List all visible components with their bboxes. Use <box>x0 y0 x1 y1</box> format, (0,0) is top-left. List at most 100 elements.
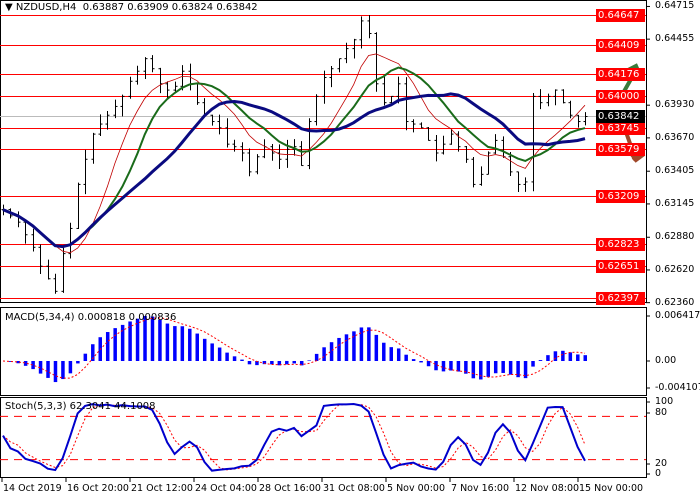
macd-histogram-bar <box>285 361 289 365</box>
macd-histogram-bar <box>143 316 147 361</box>
macd-histogram-bar <box>232 356 237 361</box>
macd-histogram-bar <box>553 351 558 361</box>
price-tick-label: 0.63405 <box>655 165 695 177</box>
macd-histogram-bar <box>583 355 587 361</box>
macd-histogram-bar <box>16 361 20 364</box>
symbol-name: NZDUSD,H4 <box>15 2 77 13</box>
macd-histogram-bar <box>508 361 513 375</box>
macd-histogram-bar <box>128 321 132 361</box>
price-tick-label: 0.62880 <box>655 231 695 243</box>
ohlc-values: 0.63887 0.63909 0.63824 0.63842 <box>82 2 258 13</box>
ma-green-line <box>2 66 586 248</box>
price-tick-label: 0.63930 <box>655 99 695 111</box>
macd-histogram-bar <box>150 316 155 361</box>
current-price-label: 0.63842 <box>596 109 645 123</box>
macd-histogram-bar <box>307 360 311 361</box>
macd-histogram-bar <box>486 361 490 377</box>
macd-histogram-bar <box>374 334 379 361</box>
level-label: 0.62651 <box>596 259 645 273</box>
macd-histogram-bar <box>337 337 341 361</box>
macd-histogram-bar <box>329 342 334 361</box>
macd-histogram-bar <box>434 361 438 371</box>
macd-histogram-bar <box>255 361 259 366</box>
stoch-panel-frame <box>0 397 647 478</box>
macd-histogram-bar <box>479 361 483 380</box>
macd-histogram-bar <box>352 331 356 361</box>
macd-histogram-bar <box>441 361 446 372</box>
macd-signal-line <box>2 317 586 379</box>
price-tick-label: 0.63145 <box>655 197 695 209</box>
macd-histogram-bar <box>568 352 573 361</box>
macd-histogram-bar <box>411 359 416 361</box>
macd-histogram-bar <box>299 361 304 366</box>
macd-histogram-bar <box>344 334 349 361</box>
macd-histogram-bar <box>38 361 43 374</box>
macd-histogram-bar <box>538 360 543 361</box>
level-label: 0.63745 <box>596 121 645 135</box>
macd-histogram-bar <box>389 347 393 361</box>
level-label: 0.64176 <box>596 67 645 81</box>
macd-histogram-bar <box>396 348 401 361</box>
macd-histogram-bar <box>270 361 274 365</box>
macd-histogram-bar <box>173 326 177 361</box>
macd-histogram-bar <box>382 342 386 361</box>
time-label: 21 Oct 12:00 <box>131 483 193 494</box>
macd-histogram-bar <box>76 361 80 364</box>
time-label: 31 Oct 08:00 <box>323 483 385 494</box>
macd-histogram-bar <box>46 361 50 378</box>
macd-histogram-bar <box>404 354 408 361</box>
macd-histogram-bar <box>61 361 65 380</box>
time-label: 28 Oct 16:00 <box>259 483 321 494</box>
macd-histogram-bar <box>292 361 296 364</box>
time-label: 15 Nov 00:00 <box>579 483 644 494</box>
macd-histogram-bar <box>225 352 229 361</box>
macd-histogram-bar <box>217 347 222 361</box>
macd-histogram-bar <box>546 355 550 361</box>
macd-histogram-bar <box>91 344 95 361</box>
price-tick-label: 0.64455 <box>655 33 695 45</box>
macd-histogram-bar <box>23 361 28 366</box>
macd-tick-label: -0.004107 <box>655 382 700 393</box>
macd-panel-frame <box>0 307 647 396</box>
macd-histogram-bar <box>53 361 58 383</box>
macd-histogram-bar <box>105 332 110 361</box>
macd-histogram-bar <box>262 361 267 365</box>
macd-histogram-bar <box>210 343 214 361</box>
macd-histogram-bar <box>501 361 505 373</box>
macd-histogram-bar <box>531 361 535 367</box>
ma-navy-line <box>2 92 586 249</box>
stoch-main-line <box>2 403 586 472</box>
time-label: 16 Oct 20:00 <box>67 483 129 494</box>
macd-label: MACD(5,34,4) 0.000818 0.000836 <box>5 312 177 323</box>
level-label: 0.64409 <box>596 38 645 52</box>
macd-histogram-bar <box>359 327 364 361</box>
macd-histogram-bar <box>31 361 35 370</box>
macd-histogram-bar <box>523 361 528 379</box>
macd-histogram-bar <box>471 361 476 379</box>
symbol-header: ▼ NZDUSD,H4 0.63887 0.63909 0.63824 0.63… <box>5 2 258 13</box>
level-label: 0.64647 <box>596 8 645 22</box>
macd-histogram-bar <box>367 327 371 361</box>
macd-histogram-bar <box>449 361 453 371</box>
macd-histogram-bar <box>68 361 73 374</box>
triangle-down-icon[interactable]: ▼ <box>5 2 13 13</box>
stoch-tick-label: 100 <box>655 396 674 407</box>
price-tick-label: 0.62620 <box>655 263 695 275</box>
level-label: 0.63579 <box>596 142 645 156</box>
level-label: 0.64000 <box>596 89 645 103</box>
time-label: 12 Nov 08:00 <box>515 483 580 494</box>
macd-histogram-bar <box>188 328 192 361</box>
macd-histogram-bar <box>195 333 199 361</box>
macd-histogram-bar <box>493 361 498 374</box>
macd-histogram-bar <box>83 353 88 361</box>
macd-histogram-bar <box>419 361 423 363</box>
time-label: 7 Nov 16:00 <box>451 483 510 494</box>
ma-red-line <box>2 53 586 254</box>
macd-tick-label: 0.00 <box>655 355 677 366</box>
macd-histogram-bar <box>456 361 461 372</box>
price-tick-label: 0.62360 <box>655 296 695 308</box>
macd-histogram-bar <box>322 347 326 361</box>
macd-histogram-bar <box>120 324 125 361</box>
